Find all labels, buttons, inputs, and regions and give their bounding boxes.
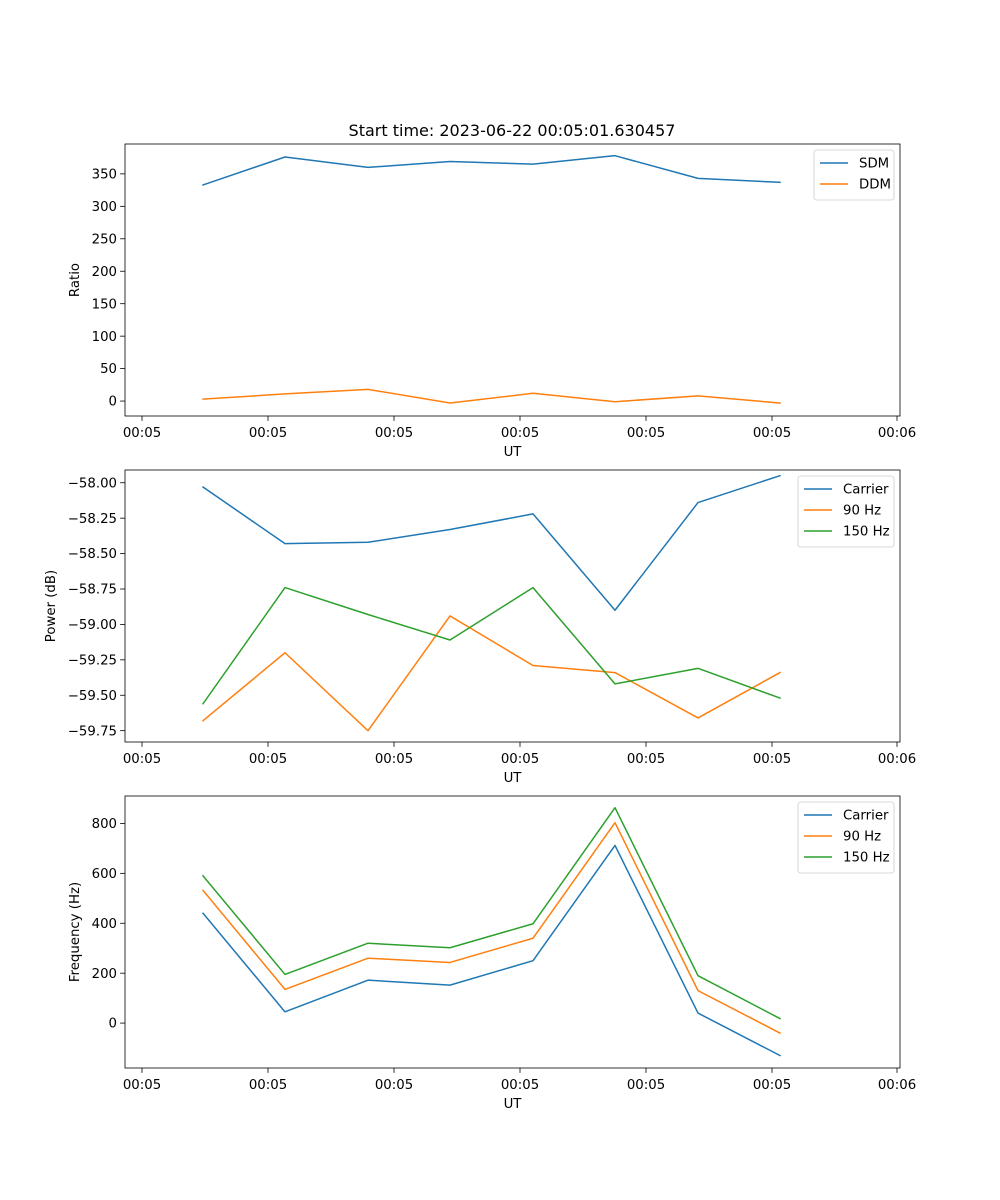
x-axis-label: UT — [504, 771, 523, 786]
y-tick-label: 300 — [92, 200, 117, 215]
plots: 00:05 00:05 00:05 00:05 00:05 00:05 00:06 0 50 10… — [44, 143, 916, 1112]
legend-box — [797, 475, 895, 548]
legend: Carrier 90 Hz 150 Hz — [797, 475, 895, 548]
y-tick-label: −58.25 — [68, 512, 117, 527]
x-tick-label: 00:05 — [627, 752, 665, 767]
series-line-90-hz — [201, 821, 782, 1035]
legend: Carrier 90 Hz 150 Hz — [797, 801, 895, 874]
x-tick-label: 00:06 — [878, 426, 916, 441]
subplot-1: 00:05 00:05 00:05 00:05 00:05 00:05 00:06 0 50 10… — [68, 143, 916, 460]
x-tick-label: 00:05 — [375, 1078, 413, 1093]
y-tick-label: 200 — [92, 265, 117, 280]
x-axis-label: UT — [504, 1097, 523, 1112]
y-tick-label: −58.00 — [68, 476, 117, 491]
legend-label: Carrier — [843, 483, 889, 498]
series-line-carrier — [201, 474, 781, 611]
x-tick-label: 00:05 — [123, 426, 161, 441]
x-tick-label: 00:05 — [753, 1078, 791, 1093]
series-line-sdm — [202, 154, 781, 186]
x-tick-label: 00:05 — [501, 426, 539, 441]
x-tick-label: 00:05 — [501, 752, 539, 767]
y-tick-label: 0 — [109, 1017, 117, 1032]
chart-title: Start time: 2023-06-22 00:05:01.630457 — [349, 121, 676, 140]
legend-label: 150 Hz — [843, 525, 890, 540]
legend-label: Carrier — [843, 809, 889, 824]
y-tick-label: −59.75 — [68, 724, 117, 739]
y-axis-label: Frequency (Hz) — [68, 882, 83, 982]
y-tick-label: 800 — [92, 817, 117, 832]
axes-frame — [124, 795, 901, 1069]
y-tick-label: 600 — [92, 867, 117, 882]
legend-box — [797, 801, 895, 874]
legend: SDM DDM — [813, 149, 895, 201]
y-tick-label: 350 — [92, 167, 117, 182]
y-tick-label: 150 — [92, 297, 117, 312]
series-line-90-hz — [201, 615, 782, 732]
y-tick-label: 50 — [100, 362, 117, 377]
legend-label: 90 Hz — [843, 830, 881, 845]
y-tick-label: −59.25 — [68, 653, 117, 668]
axes-frame — [124, 143, 901, 417]
y-axis-label: Power (dB) — [44, 570, 59, 642]
y-tick-label: 100 — [92, 330, 117, 345]
x-tick-label: 00:05 — [249, 1078, 287, 1093]
axes-frame — [124, 469, 901, 743]
subplot-2: 00:05 00:05 00:05 00:05 00:05 00:05 00:06 −58.0… — [44, 469, 916, 786]
x-tick-label: 00:05 — [627, 426, 665, 441]
subplot-3: 00:05 00:05 00:05 00:05 00:05 00:05 00:06 0 200 4… — [68, 795, 916, 1112]
y-axis-label: Ratio — [68, 263, 83, 297]
y-tick-label: 400 — [92, 917, 117, 932]
series-line-carrier — [201, 844, 782, 1057]
x-tick-label: 00:05 — [123, 1078, 161, 1093]
legend-label: DDM — [859, 178, 891, 193]
y-tick-label: −59.00 — [68, 618, 117, 633]
series-line-150-hz — [201, 806, 782, 1020]
legend-label: 150 Hz — [843, 851, 890, 866]
legend-label: 90 Hz — [843, 504, 881, 519]
x-tick-label: 00:05 — [249, 752, 287, 767]
y-tick-label: 200 — [92, 967, 117, 982]
x-tick-label: 00:05 — [753, 752, 791, 767]
y-tick-label: −59.50 — [68, 689, 117, 704]
series-line-ddm — [202, 388, 781, 404]
x-tick-label: 00:05 — [249, 426, 287, 441]
x-tick-label: 00:05 — [375, 752, 413, 767]
x-tick-label: 00:05 — [123, 752, 161, 767]
x-tick-label: 00:06 — [878, 1078, 916, 1093]
series-line-150-hz — [201, 586, 781, 705]
x-tick-label: 00:05 — [753, 426, 791, 441]
x-tick-label: 00:06 — [878, 752, 916, 767]
x-axis-label: UT — [504, 445, 523, 460]
x-tick-label: 00:05 — [627, 1078, 665, 1093]
y-tick-label: 250 — [92, 232, 117, 247]
x-tick-label: 00:05 — [375, 426, 413, 441]
y-tick-label: −58.75 — [68, 583, 117, 598]
y-tick-label: −58.50 — [68, 547, 117, 562]
y-tick-label: 0 — [109, 395, 117, 410]
legend-label: SDM — [859, 157, 889, 172]
x-tick-label: 00:05 — [501, 1078, 539, 1093]
